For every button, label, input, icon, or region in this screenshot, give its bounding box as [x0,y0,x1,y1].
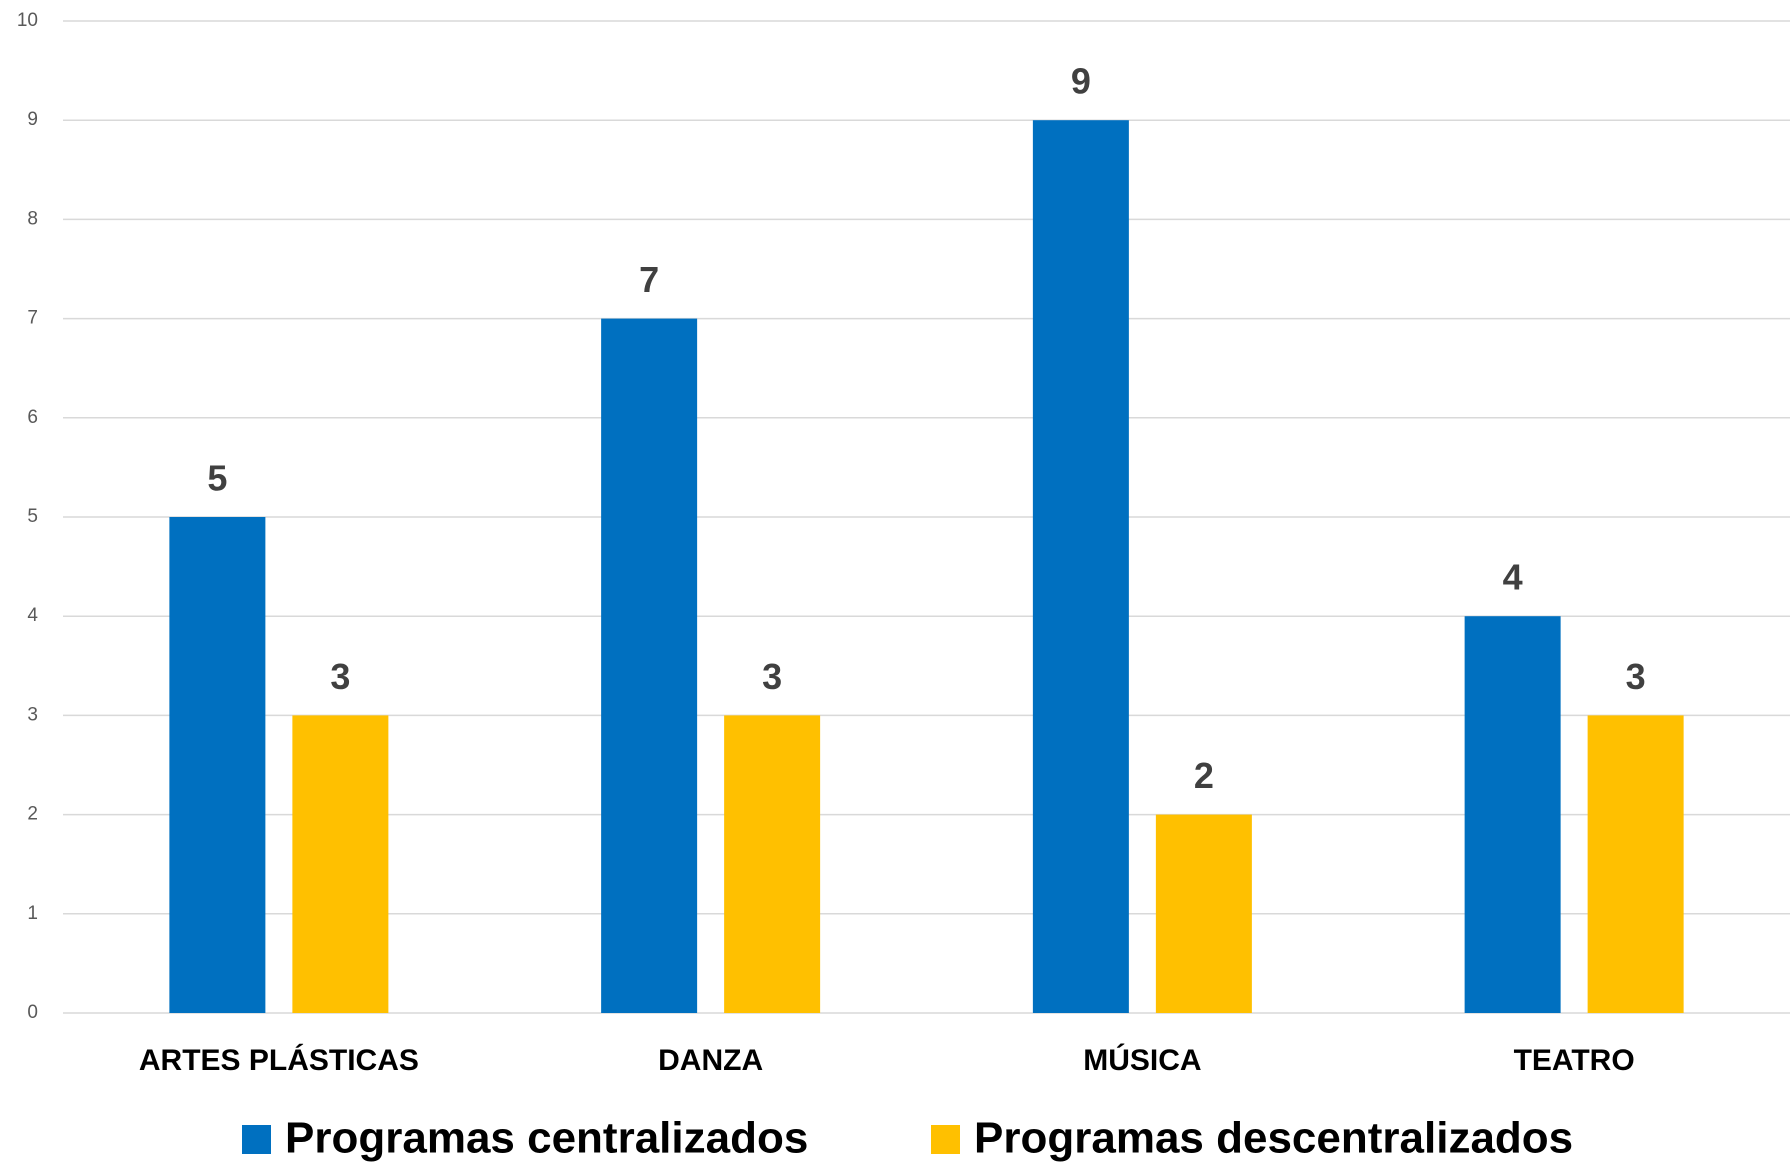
y-tick-label: 6 [27,407,38,428]
y-tick-label: 10 [17,10,38,31]
bar [1464,616,1561,1013]
bar [1032,120,1129,1013]
legend-swatch [931,1125,960,1154]
y-tick-label: 9 [27,109,38,130]
legend-swatch [242,1125,271,1154]
y-tick-label: 2 [27,804,38,825]
x-tick-label: ARTES PLÁSTICAS [139,1043,419,1077]
data-label: 2 [1194,755,1214,796]
data-label: 3 [1626,656,1646,697]
legend-label: Programas centralizados [285,1114,808,1163]
data-label: 9 [1071,61,1091,102]
bar [1587,715,1684,1013]
y-tick-label: 8 [27,208,38,229]
x-tick-label: DANZA [658,1044,763,1077]
legend-label: Programas descentralizados [974,1114,1573,1163]
y-tick-label: 7 [27,308,38,329]
data-label: 5 [207,458,227,499]
data-label: 3 [762,656,782,697]
x-tick-label: TEATRO [1514,1044,1635,1077]
bar [169,517,266,1013]
y-tick-label: 3 [27,704,38,725]
bar [292,715,389,1013]
y-tick-label: 0 [27,1002,38,1023]
data-label: 7 [639,259,659,300]
bar [1155,814,1252,1013]
bar [601,318,698,1014]
x-tick-label: MÚSICA [1083,1043,1201,1077]
y-tick-label: 1 [27,903,38,924]
data-label: 4 [1503,557,1523,598]
data-label: 3 [330,656,350,697]
y-tick-label: 4 [27,605,38,626]
bar [724,715,821,1013]
y-tick-label: 5 [27,506,38,527]
